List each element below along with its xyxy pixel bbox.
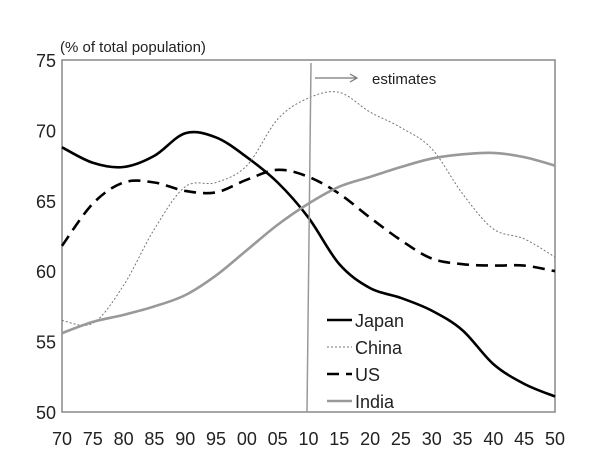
y-tick-label: 75 [36,51,56,71]
legend: Japan China US India [327,311,404,412]
y-tick-label: 50 [36,403,56,423]
x-tick-label: 85 [144,429,164,449]
x-tick-label: 30 [422,429,442,449]
x-tick-label: 20 [360,429,380,449]
x-tick-label: 50 [545,429,565,449]
legend-label-india: India [355,392,395,412]
x-tick-label: 45 [514,429,534,449]
y-tick-label: 60 [36,262,56,282]
y-axis-label: (% of total population) [60,39,206,56]
y-tick-label: 70 [36,121,56,141]
plot-area [61,59,556,413]
x-tick-label: 25 [391,429,411,449]
y-tick-label: 55 [36,333,56,353]
x-tick-label: 10 [298,429,318,449]
estimates-divider-line [306,62,312,413]
x-tick-label: 05 [268,429,288,449]
legend-label-us: US [355,365,380,385]
legend-label-japan: Japan [355,311,404,331]
legend-label-china: China [355,338,403,358]
x-tick-label: 15 [329,429,349,449]
x-tick-label: 00 [237,429,257,449]
x-tick-label: 40 [483,429,503,449]
x-tick-label: 90 [175,429,195,449]
x-tick-label: 80 [114,429,134,449]
x-tick-label: 95 [206,429,226,449]
estimates-annotation: estimates [372,71,436,88]
y-tick-label: 65 [36,192,56,212]
x-tick-label: 70 [52,429,72,449]
x-tick-label: 35 [453,429,473,449]
series-line-india [61,151,556,335]
x-tick-label: 75 [83,429,103,449]
estimates-arrow-icon [315,73,359,83]
